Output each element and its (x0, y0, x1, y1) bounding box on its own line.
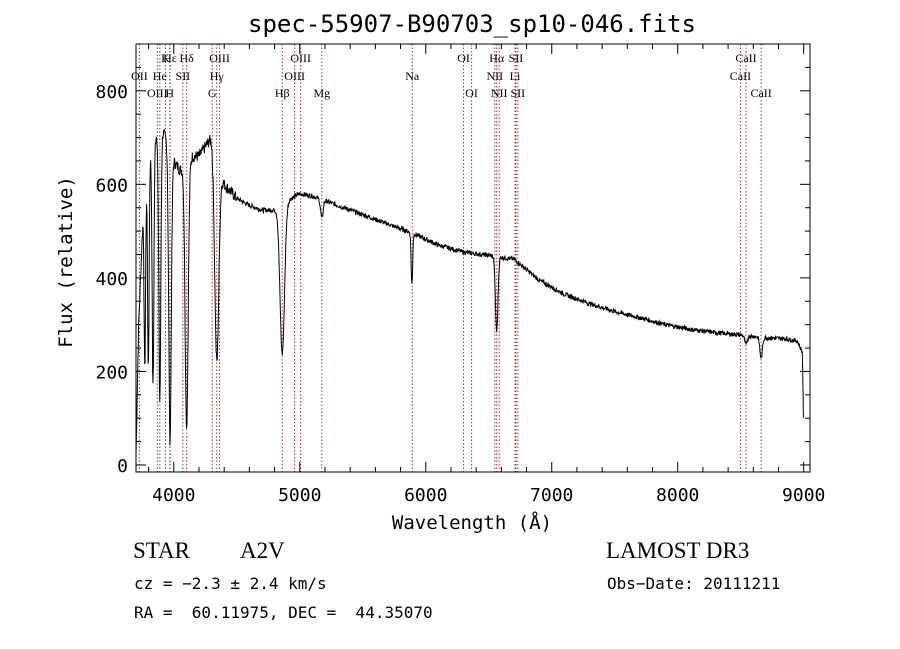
line-label: Hβ (275, 86, 290, 100)
line-label: Li (510, 69, 521, 83)
line-label: OI (457, 51, 470, 65)
y-tick-label: 0 (117, 456, 128, 477)
line-label: H (165, 86, 174, 100)
line-label: NII (491, 86, 508, 100)
line-label: SII (176, 69, 191, 83)
line-label: OIII (147, 86, 168, 100)
plot-frame (135, 43, 811, 473)
x-tick-label: 8000 (656, 485, 699, 506)
y-tick-label: 400 (95, 269, 128, 290)
line-label: G (208, 86, 217, 100)
line-label: SII (511, 86, 526, 100)
line-label: Na (405, 69, 420, 83)
chart-title: spec-55907-B90703_sp10-046.fits (248, 10, 696, 38)
redshift-value: cz = −2.3 ± 2.4 km/s (134, 574, 327, 593)
object-subclass: A2V (240, 538, 285, 563)
y-tick-label: 600 (95, 175, 128, 196)
spectrum-chart: spec-55907-B90703_sp10-046.fits 4000 5000… (55, 10, 825, 534)
x-tick-label: 4000 (152, 485, 195, 506)
line-label: NII (486, 69, 503, 83)
y-tick-label: 800 (95, 82, 128, 103)
line-label: OIII (290, 51, 311, 65)
line-label: SII (509, 51, 524, 65)
survey-name: LAMOST DR3 (606, 538, 750, 563)
spectral-line-labels: HεK Hδ OIII OIII OI Hα SII CaII OII He SII Hγ OIII Na… (131, 51, 772, 100)
line-label: He (153, 69, 167, 83)
spectrum-line (135, 128, 804, 456)
line-label: Hε (163, 51, 177, 65)
spectrum-series (135, 128, 804, 456)
x-tick-label: 7000 (530, 485, 573, 506)
coordinates: RA = 60.11975, DEC = 44.35070 (134, 603, 433, 622)
line-label: OI (465, 86, 478, 100)
object-class: STAR (133, 538, 190, 563)
line-label: CaII (730, 69, 751, 83)
x-axis-label: Wavelength (Å) (392, 511, 552, 534)
line-label: Hγ (210, 69, 225, 83)
spectral-line-markers (138, 44, 762, 472)
line-label: Mg (313, 86, 330, 100)
line-label: K (161, 51, 170, 65)
line-label: OII (131, 69, 148, 83)
line-label: OIII (209, 51, 230, 65)
y-tick-label: 200 (95, 362, 128, 383)
line-label: OIII (284, 69, 305, 83)
y-axis-label: Flux (relative) (55, 176, 77, 348)
line-label: Hα (489, 51, 505, 65)
x-tick-label: 9000 (782, 485, 825, 506)
axes: 4000 5000 6000 7000 8000 9000 0 200 400 600 800 (95, 43, 825, 506)
line-label: CaII (750, 86, 771, 100)
x-tick-label: 6000 (404, 485, 447, 506)
line-label: CaII (735, 51, 756, 65)
observation-date: Obs−Date: 20111211 (607, 574, 781, 593)
x-tick-label: 5000 (278, 485, 321, 506)
line-label: Hδ (179, 51, 194, 65)
